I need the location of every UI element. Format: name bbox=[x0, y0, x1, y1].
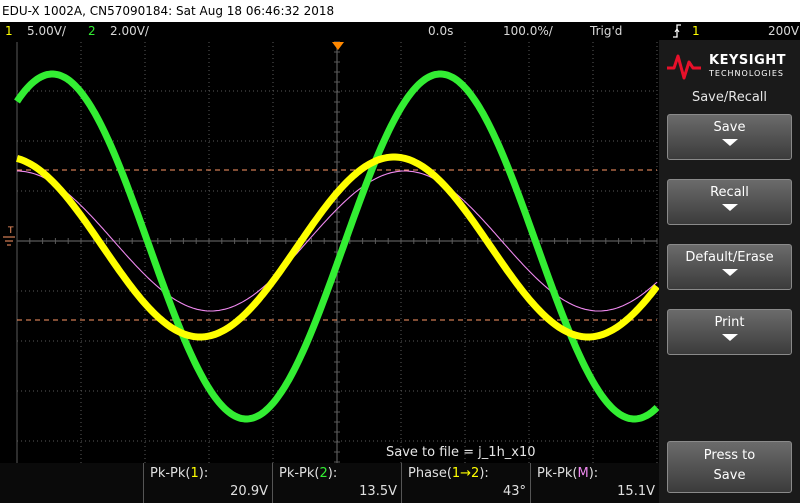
time-scale[interactable]: 100.0%/ bbox=[503, 24, 553, 38]
measurement-value: 20.9V bbox=[230, 484, 268, 499]
measurement-bar: Pk-Pk(1): 20.9V Pk-Pk(2): 13.5V Phase(1→… bbox=[0, 463, 659, 503]
time-offset[interactable]: 0.0s bbox=[428, 24, 454, 38]
waveform-display[interactable]: T bbox=[0, 40, 800, 463]
brand-name: KEYSIGHT bbox=[709, 53, 786, 68]
measurement-value: 43° bbox=[502, 484, 526, 499]
chevron-down-icon bbox=[721, 334, 738, 341]
recall-label: Recall bbox=[710, 185, 749, 200]
save-label: Save bbox=[713, 120, 746, 135]
ch1-scale[interactable]: 5.00V/ bbox=[27, 24, 66, 38]
recall-button[interactable]: Recall bbox=[667, 179, 792, 225]
press-to-save-line1: Press to bbox=[703, 448, 756, 463]
save-to-file-text: Save to file = j_1h_x10 bbox=[386, 445, 536, 460]
default-erase-label: Default/Erase bbox=[685, 250, 774, 265]
ch1-number[interactable]: 1 bbox=[5, 24, 13, 38]
ch2-waveform bbox=[14, 70, 659, 423]
title-text: EDU-X 1002A, CN57090184: Sat Aug 18 06:4… bbox=[2, 4, 335, 18]
ground-icon[interactable] bbox=[3, 236, 15, 246]
trigger-source[interactable]: 1 bbox=[692, 24, 700, 38]
save-to-file-bar: Save to file = j_1h_x10 bbox=[0, 443, 659, 463]
menu-title: Save/Recall bbox=[691, 90, 768, 105]
trigger-level-marker[interactable]: T bbox=[7, 226, 14, 236]
press-to-save-button[interactable]: Press to Save bbox=[667, 441, 792, 493]
measurement-phase[interactable]: Phase(1→2): 43° bbox=[401, 463, 530, 503]
press-to-save-line2: Save bbox=[713, 468, 746, 483]
trigger-level[interactable]: 200V bbox=[768, 24, 800, 38]
measurement-value: 13.5V bbox=[359, 484, 397, 499]
chevron-down-icon bbox=[721, 269, 738, 276]
measurement-ch2-pkpk[interactable]: Pk-Pk(2): 13.5V bbox=[272, 463, 401, 503]
measurement-ch1-pkpk[interactable]: Pk-Pk(1): 20.9V bbox=[143, 463, 272, 503]
graticule bbox=[16, 41, 658, 463]
measurement-label: Phase(1→2): bbox=[408, 466, 489, 481]
press-to-save-label: Press to Save bbox=[668, 442, 791, 486]
trigger-position-marker[interactable] bbox=[332, 42, 344, 50]
trigger-state: Trig'd bbox=[590, 24, 623, 38]
measurement-label: Pk-Pk(1): bbox=[150, 466, 209, 481]
print-button[interactable]: Print bbox=[667, 309, 792, 355]
waveform-plot: T bbox=[3, 41, 659, 463]
ch2-scale[interactable]: 2.00V/ bbox=[110, 24, 149, 38]
chevron-down-icon bbox=[721, 204, 738, 211]
brand-sub: TECHNOLOGIES bbox=[709, 69, 784, 78]
softkey-menu: KEYSIGHT TECHNOLOGIES Save/Recall Save R… bbox=[659, 40, 800, 503]
save-button[interactable]: Save bbox=[667, 114, 792, 160]
measurement-label: Pk-Pk(M): bbox=[537, 466, 599, 481]
status-bar: 1 5.00V/ 2 2.00V/ 0.0s 100.0%/ Trig'd 1 … bbox=[0, 22, 800, 40]
ch1-waveform bbox=[15, 153, 659, 341]
default-erase-button[interactable]: Default/Erase bbox=[667, 244, 792, 290]
measurement-label: Pk-Pk(2): bbox=[279, 466, 338, 481]
trigger-edge-icon[interactable] bbox=[672, 24, 682, 43]
print-label: Print bbox=[714, 315, 745, 330]
keysight-logo-icon bbox=[667, 54, 701, 80]
measurement-value: 15.1V bbox=[617, 484, 655, 499]
keysight-logo: KEYSIGHT TECHNOLOGIES bbox=[665, 50, 795, 86]
ch2-number[interactable]: 2 bbox=[88, 24, 96, 38]
title-bar: EDU-X 1002A, CN57090184: Sat Aug 18 06:4… bbox=[0, 0, 800, 22]
chevron-down-icon bbox=[721, 139, 738, 146]
measurement-math-pkpk[interactable]: Pk-Pk(M): 15.1V bbox=[530, 463, 659, 503]
